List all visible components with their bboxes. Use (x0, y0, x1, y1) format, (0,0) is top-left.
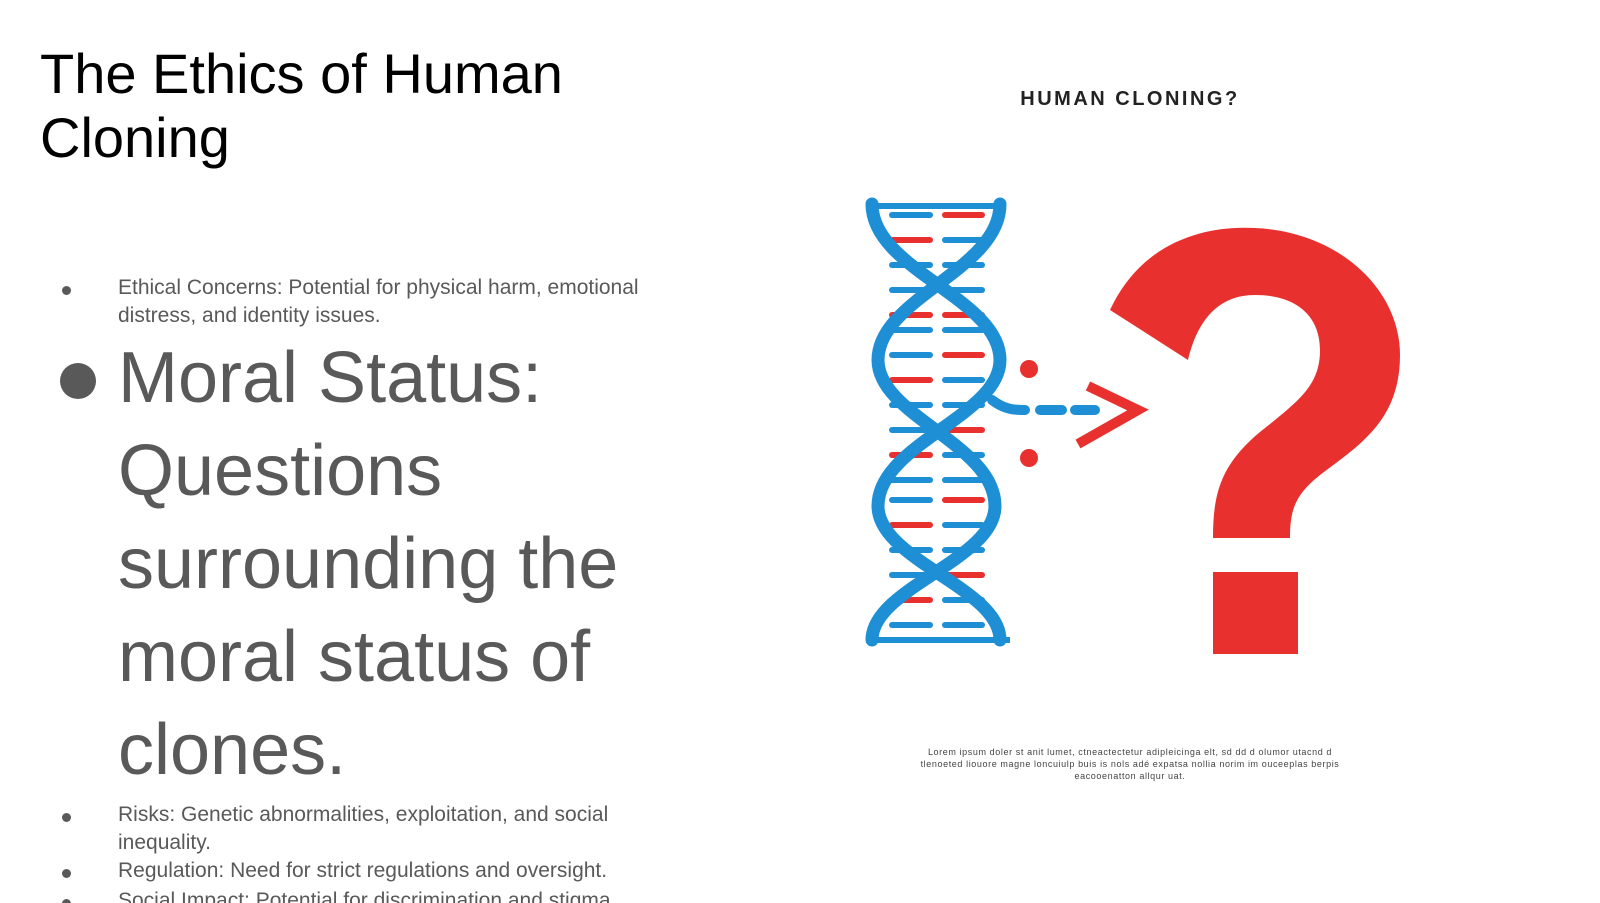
bullet-regulation: Regulation: Need for strict regulations … (60, 857, 680, 885)
bullet-dot (62, 869, 71, 878)
illustration-title: HUMAN CLONING? (1020, 88, 1240, 110)
question-mark-icon (1110, 227, 1400, 654)
bullet-moral-status: Moral Status: Questions surrounding the … (60, 332, 680, 797)
bullet-text: Moral Status: Questions surrounding the … (118, 338, 619, 790)
bullet-list: Ethical Concerns: Potential for physical… (60, 274, 680, 903)
bullet-dot (62, 813, 71, 822)
bullet-dot (62, 286, 71, 295)
cloning-illustration: HUMAN CLONING? Lorem ipsum doler st anit… (800, 60, 1480, 820)
bullet-text: Regulation: Need for strict regulations … (118, 859, 608, 882)
bullet-ethical-concerns: Ethical Concerns: Potential for physical… (60, 274, 680, 330)
illustration-art (865, 197, 1400, 654)
bullet-text: Social Impact: Potential for discriminat… (118, 889, 617, 903)
bullet-dot (60, 363, 96, 399)
bullet-text: Ethical Concerns: Potential for physical… (118, 276, 639, 327)
dna-helix-icon (865, 197, 1010, 647)
slide-title: The Ethics of Human Cloning (40, 42, 563, 169)
bullet-text: Risks: Genetic abnormalities, exploitati… (118, 803, 609, 854)
bullet-risks: Risks: Genetic abnormalities, exploitati… (60, 801, 680, 857)
illustration-caption: Lorem ipsum doler st anit lumet, ctneact… (920, 747, 1340, 781)
bullet-social-impact: Social Impact: Potential for discriminat… (60, 887, 680, 903)
arrow-icon (987, 360, 1149, 467)
